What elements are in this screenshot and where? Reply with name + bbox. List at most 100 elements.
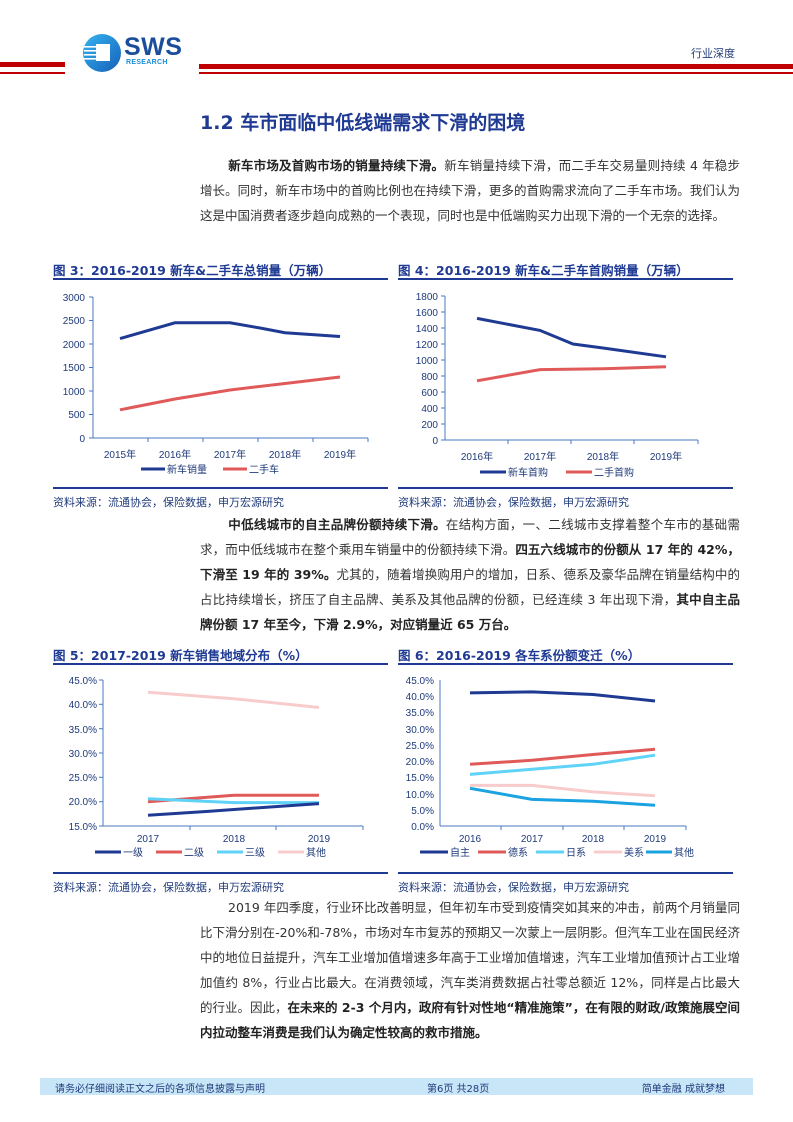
paragraph-1-body: 新车销量持续下滑，而二手车交易量则持续 4 年稳步增长。同时，新车市场中的首购比… — [200, 158, 740, 223]
header-rule-right-thin — [199, 72, 793, 74]
figure-5-bottom-rule — [53, 872, 388, 874]
figure-3-title: 图 3：2016-2019 新车&二手车总销量（万辆） — [53, 263, 332, 278]
y-tick: 45.0% — [69, 676, 97, 687]
y-tick: 10.0% — [406, 790, 434, 801]
x-tick: 2019 — [644, 834, 667, 845]
y-axis: 1800 1600 1400 1200 1000 800 600 400 200… — [416, 292, 446, 447]
footer-page-number: 第6页 共28页 — [427, 1084, 490, 1095]
y-tick: 0 — [432, 436, 438, 447]
paragraph-2-highlight-2: 其中自主品牌份额 17 年至今，下滑 2.9%，对应销量近 65 万台。 — [200, 592, 740, 632]
legend: 一级 二级 三级 其他 — [95, 846, 326, 859]
svg-text:其他: 其他 — [674, 846, 694, 859]
y-tick: 2500 — [63, 316, 86, 327]
y-axis: 45.0% 40.0% 35.0% 30.0% 25.0% 20.0% 15.0… — [406, 676, 441, 833]
y-tick: 400 — [421, 404, 438, 415]
header-rule-left-thick — [0, 62, 65, 67]
y-tick: 20.0% — [69, 797, 97, 808]
series-new-car-sales — [119, 321, 341, 341]
y-tick: 5.0% — [411, 806, 434, 817]
y-tick: 1000 — [63, 387, 86, 398]
x-tick: 2019年 — [650, 450, 682, 463]
legend: 新车销量 二手车 — [141, 463, 279, 476]
logo-text: SWS — [124, 33, 183, 61]
series-german — [469, 747, 656, 766]
paragraph-2: 中低线城市的自主品牌份额持续下滑。在结构方面，一、二线城市支撑着整个车市的基础需… — [200, 512, 740, 637]
y-tick: 1200 — [416, 340, 439, 351]
x-tick: 2018 — [223, 834, 246, 845]
y-tick: 2000 — [63, 340, 86, 351]
x-axis: 2017 2018 2019 — [103, 825, 364, 845]
paragraph-2-body-2: 尤其的，随着增换购用户的增加，日系、德系及豪华品牌在销量结构中的占比持续增长，挤… — [200, 567, 740, 607]
y-tick: 1400 — [416, 324, 439, 335]
series-new-car-first-purchase — [476, 316, 667, 359]
series-other — [469, 786, 656, 807]
svg-text:自主: 自主 — [450, 846, 470, 859]
figure-5-title-rule — [53, 663, 388, 665]
paragraph-2-body-1: 在结构方面，一、二线城市支撑着整个车市的基础需求，而中低线城市在整个乘用车销量中… — [200, 517, 740, 557]
figure-6-title-rule — [398, 663, 733, 665]
figure-3-chart: 3000 2500 2000 1500 1000 500 0 2015年 201… — [63, 293, 369, 476]
x-tick: 2016 — [459, 834, 482, 845]
figure-6-title: 图 6：2016-2019 各车系份额变迁（%） — [398, 648, 641, 663]
section-title: 1.2 车市面临中低线端需求下滑的困境 — [200, 112, 526, 134]
figure-3-source: 资料来源：流通协会，保险数据，申万宏源研究 — [53, 496, 284, 509]
page-footer: 请务必仔细阅读正文之后的各项信息披露与声明 第6页 共28页 简单金融 成就梦想 — [40, 1078, 753, 1095]
svg-text:德系: 德系 — [508, 846, 528, 859]
svg-text:一级: 一级 — [123, 847, 143, 859]
figure-4-chart: 1800 1600 1400 1200 1000 800 600 400 200… — [416, 292, 699, 479]
y-tick: 1500 — [63, 363, 86, 374]
report-type-tag: 行业深度 — [691, 47, 735, 60]
figure-4-bottom-rule — [398, 487, 733, 489]
paragraph-2-highlight-1: 四五六线城市的份额从 17 年的 42%，下滑至 19 年的 39%。 — [200, 542, 740, 582]
y-tick: 25.0% — [406, 741, 434, 752]
x-tick: 2018年 — [269, 448, 301, 461]
x-axis: 2015年 2016年 2017年 2018年 2019年 — [93, 437, 369, 461]
y-tick: 1000 — [416, 356, 439, 367]
header-rule-left-thin — [0, 72, 65, 74]
x-tick: 2017 — [137, 834, 160, 845]
y-tick: 40.0% — [406, 692, 434, 703]
x-tick: 2018年 — [587, 450, 619, 463]
series-used-car — [119, 375, 341, 412]
y-tick: 1600 — [416, 308, 439, 319]
y-tick: 15.0% — [69, 822, 97, 833]
series-domestic — [469, 690, 656, 703]
svg-text:二手车: 二手车 — [249, 463, 279, 476]
x-tick: 2019年 — [324, 448, 356, 461]
y-tick: 20.0% — [406, 757, 434, 768]
footer-disclaimer: 请务必仔细阅读正文之后的各项信息披露与声明 — [55, 1084, 265, 1095]
svg-text:新车首购: 新车首购 — [508, 466, 548, 479]
legend: 自主 德系 日系 美系 其他 — [420, 846, 694, 859]
paragraph-2-lead: 中低线城市的自主品牌份额持续下滑。 — [228, 517, 446, 532]
y-tick: 30.0% — [69, 749, 97, 760]
figure-5-title: 图 5：2017-2019 新车销售地域分布（%） — [53, 648, 308, 663]
y-tick: 35.0% — [406, 708, 434, 719]
x-tick: 2016年 — [159, 448, 191, 461]
sws-logo-icon — [83, 34, 121, 72]
y-tick: 40.0% — [69, 700, 97, 711]
svg-text:日系: 日系 — [566, 847, 586, 859]
y-tick: 15.0% — [406, 773, 434, 784]
series-other-tier — [147, 690, 320, 709]
figure-5-chart: 45.0% 40.0% 35.0% 30.0% 25.0% 20.0% 15.0… — [69, 676, 364, 859]
figure-4-title-rule — [398, 278, 733, 280]
y-tick: 800 — [421, 372, 438, 383]
x-axis: 2016年 2017年 2018年 2019年 — [445, 439, 699, 463]
footer-slogan: 简单金融 成就梦想 — [641, 1084, 725, 1095]
legend: 新车首购 二手首购 — [480, 466, 634, 479]
y-tick: 30.0% — [406, 725, 434, 736]
y-tick: 35.0% — [69, 725, 97, 736]
y-tick: 45.0% — [406, 676, 434, 687]
x-axis: 2016 2017 2018 2019 — [440, 825, 687, 845]
x-tick: 2019 — [308, 834, 331, 845]
series-used-car-first-purchase — [476, 365, 667, 383]
series-tier-1 — [147, 802, 320, 817]
series-tier-3 — [147, 797, 319, 805]
paragraph-3-conclusion: 在未来的 2-3 个月内，政府有针对性地“精准施策”，在有限的财政/政策施展空间… — [200, 1000, 740, 1040]
y-tick: 25.0% — [69, 773, 97, 784]
figure-4-source: 资料来源：流通协会，保险数据，申万宏源研究 — [398, 496, 629, 509]
y-tick: 1800 — [416, 292, 439, 303]
series-japanese — [469, 753, 656, 776]
svg-text:二级: 二级 — [184, 847, 204, 859]
y-tick: 500 — [68, 410, 85, 421]
